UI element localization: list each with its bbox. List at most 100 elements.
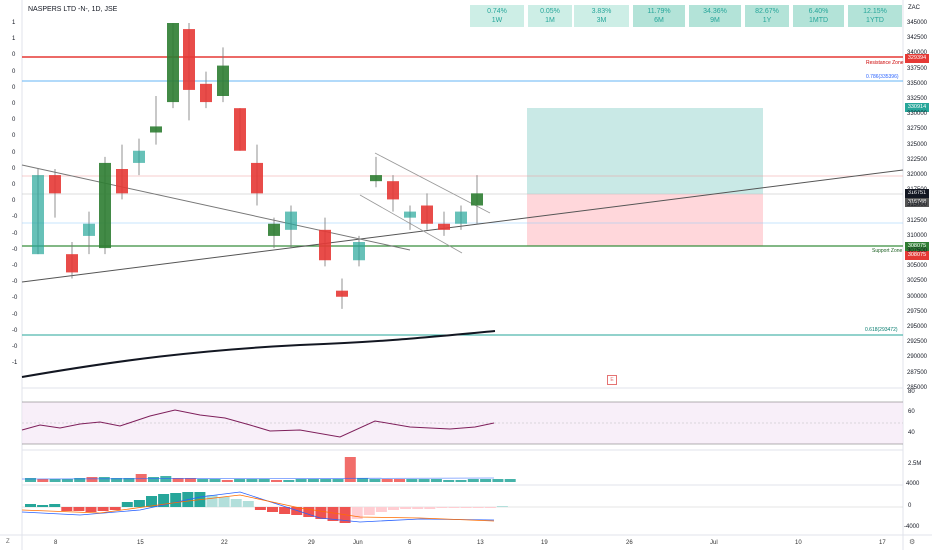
price-axis-tick: 340000	[907, 50, 928, 57]
candle-body	[183, 29, 195, 90]
time-axis-tick: 8	[54, 540, 58, 546]
volume-bar	[430, 479, 442, 482]
price-axis-tick: 337500	[907, 65, 928, 72]
price-axis-tick: 292500	[907, 339, 928, 346]
performance-value: 0.74%	[487, 8, 507, 15]
price-axis-tick: 295000	[907, 324, 928, 330]
left-axis-tick: 0	[12, 68, 16, 75]
candle-body	[49, 175, 61, 194]
previous-price-tag: 316748	[905, 198, 929, 207]
candle-body	[285, 211, 297, 230]
volume-bar	[184, 478, 196, 482]
left-axis-tick: 0	[12, 198, 16, 205]
price-axis-tick: 290000	[907, 354, 928, 361]
left-axis-tick: -0	[12, 230, 18, 237]
stop-zone	[527, 194, 763, 246]
performance-period: 6M	[654, 17, 664, 24]
performance-item-3m[interactable]: 3.83% 3M	[574, 5, 629, 27]
volume-bar	[221, 480, 233, 482]
candle-body	[455, 211, 467, 224]
left-axis-tick: 0	[12, 165, 16, 172]
price-axis-tick: 285000	[907, 384, 928, 391]
volume-bar	[295, 479, 307, 482]
rsi-axis-60: 60	[908, 409, 915, 415]
performance-period: 1Y	[762, 17, 772, 24]
performance-item-1y[interactable]: 82.67% 1Y	[745, 5, 789, 27]
time-axis-tick: 22	[221, 540, 228, 546]
price-axis-tick: 342500	[907, 35, 928, 42]
left-axis-tick: 0	[12, 52, 16, 59]
macd-histogram-bar	[267, 507, 278, 512]
price-axis-tick: 345000	[907, 20, 928, 26]
candle-body	[217, 65, 229, 96]
macd-histogram-bar	[484, 507, 496, 508]
price-axis-tick: 322500	[907, 156, 928, 163]
performance-item-1m[interactable]: 0.05% 1M	[528, 5, 572, 27]
volume-bar	[37, 479, 49, 482]
volume-bar	[246, 479, 258, 482]
performance-item-1mtd[interactable]: 6.40% 1MTD	[793, 5, 844, 27]
performance-value: 82.67%	[755, 8, 779, 15]
price-axis-tick: 302500	[907, 278, 928, 285]
volume-bar	[443, 480, 455, 482]
time-axis-tick: 15	[137, 540, 144, 546]
price-axis-tick: 297500	[907, 308, 928, 315]
earnings-marker[interactable]: E	[607, 375, 617, 385]
macd-histogram-bar	[146, 496, 157, 507]
left-axis-tick: 0	[12, 133, 16, 140]
volume-bar	[406, 479, 418, 482]
macd-histogram-bar	[460, 507, 472, 508]
left-axis-tick: 0	[12, 84, 16, 91]
performance-item-6m[interactable]: 11.79% 6M	[633, 5, 685, 27]
price-axis-tick: 300000	[907, 293, 928, 300]
macd-histogram-bar	[496, 506, 508, 507]
performance-item-1w[interactable]: 0.74% 1W	[470, 5, 524, 27]
candle-body	[200, 83, 212, 103]
candle-body	[404, 211, 416, 218]
zoom-icon[interactable]: Z	[6, 539, 10, 545]
price-axis-tick: 332500	[907, 96, 928, 102]
performance-item-9m[interactable]: 34.36% 9M	[689, 5, 741, 27]
macd-histogram-bar	[170, 493, 182, 507]
candle-body	[116, 169, 128, 194]
falling-trendline	[21, 164, 411, 251]
volume-bar	[381, 479, 393, 482]
macd-histogram-bar	[472, 507, 484, 508]
macd-line	[21, 491, 495, 523]
candle-body	[387, 181, 399, 200]
price-axis-tick: 320000	[907, 172, 928, 178]
volume-bar	[332, 479, 344, 482]
rsi-axis-80: 80	[908, 389, 915, 395]
time-axis-tick: 17	[879, 540, 886, 546]
volume-bar	[74, 478, 86, 482]
performance-value: 34.36%	[703, 8, 727, 15]
performance-item-1ytd[interactable]: 12.15% 1YTD	[848, 5, 902, 27]
performance-period: 3M	[596, 17, 607, 24]
target-price-tag: 330914	[905, 103, 929, 112]
macd-histogram-bar	[230, 499, 242, 507]
candle-body	[83, 223, 95, 236]
macd-histogram-bar	[133, 500, 145, 507]
volume-bar	[172, 478, 184, 482]
volume-bar	[209, 479, 221, 482]
time-axis-tick: 26	[626, 540, 633, 546]
volume-bar	[271, 480, 282, 482]
volume-bar	[283, 480, 295, 482]
candle-body	[32, 175, 44, 255]
fib-0618-label: 0.618(293472)	[865, 327, 898, 333]
macd-histogram-bar	[121, 502, 133, 507]
macd-histogram-bar	[315, 507, 327, 519]
macd-histogram-bar	[327, 507, 339, 521]
time-axis-tick: Jul	[710, 540, 718, 546]
time-axis-tick: 10	[795, 540, 802, 546]
candle-body	[370, 175, 382, 182]
performance-period: 1MTD	[808, 17, 829, 24]
settings-gear-icon[interactable]: ⚙	[909, 539, 916, 546]
volume-bar	[123, 478, 135, 482]
volume-bar	[135, 474, 147, 482]
macd-histogram-bar	[424, 507, 436, 509]
macd-histogram-bar	[436, 507, 448, 508]
macd-axis-bottom: -4000	[904, 524, 920, 530]
volume-bar	[480, 479, 492, 482]
